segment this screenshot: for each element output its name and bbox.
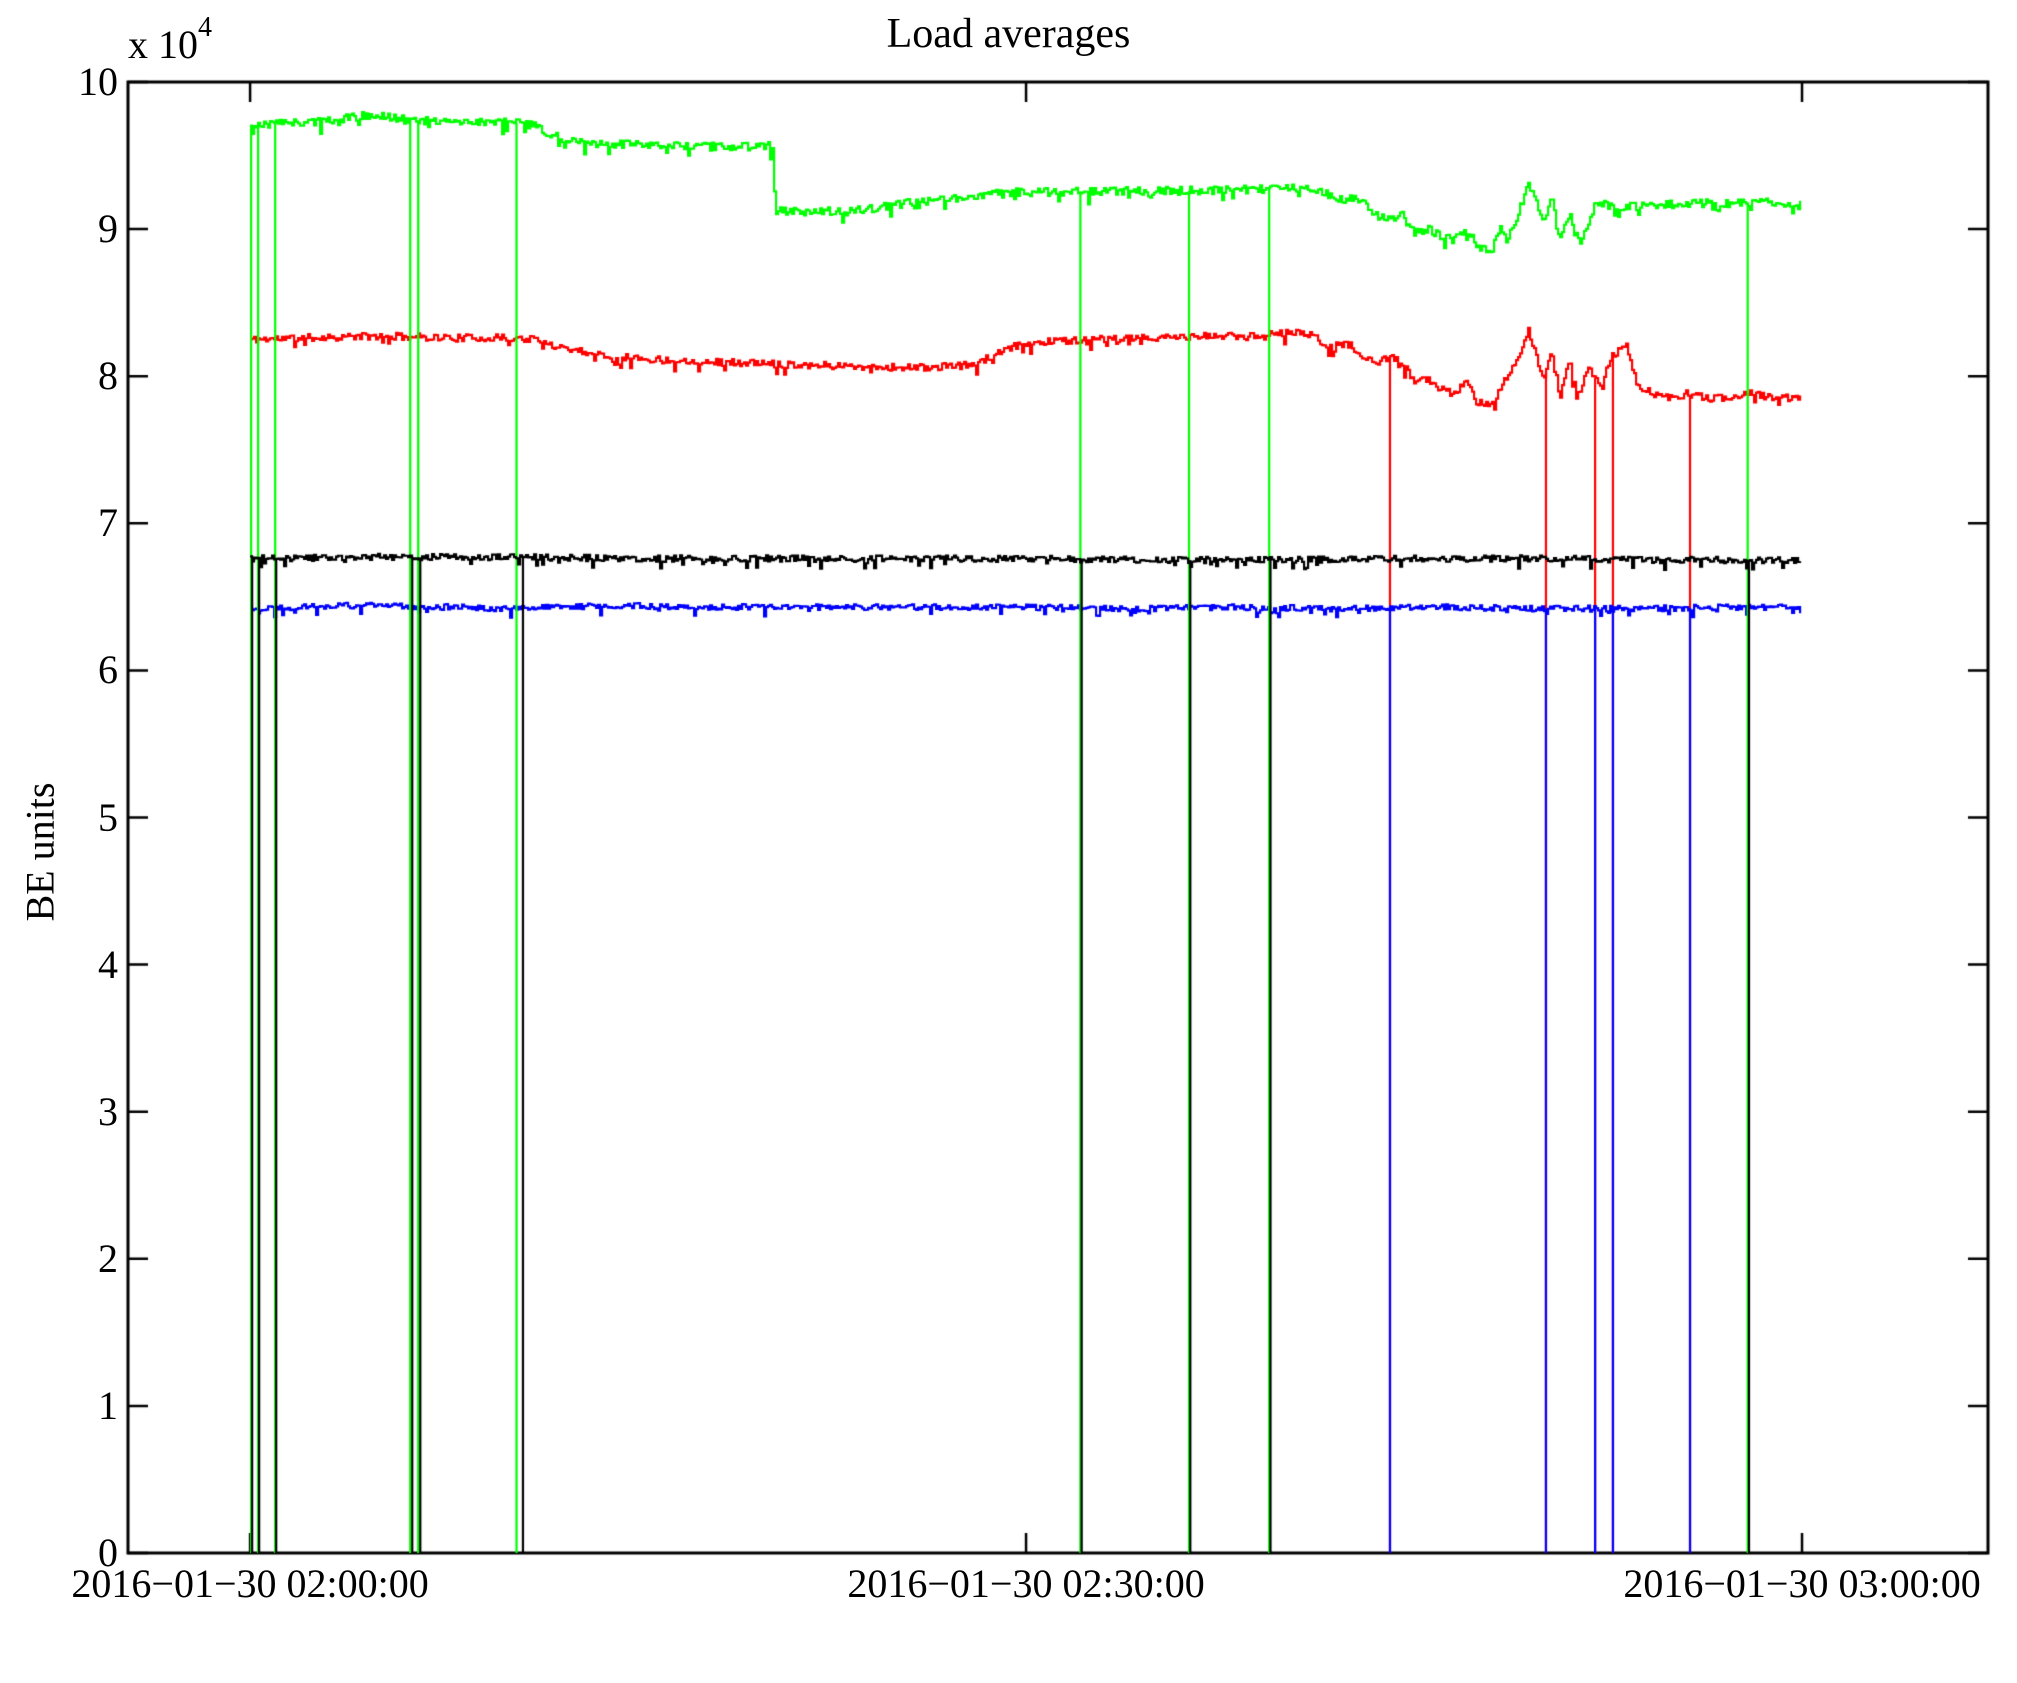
y-tick-label: 10 [78, 59, 118, 104]
chart-title: Load averages [886, 11, 1131, 57]
y-tick-label: 7 [98, 500, 118, 546]
x-tick-label-0200: 2016−01−30 02:00:00 [71, 1561, 429, 1606]
y-exponent-base: x 10 [128, 22, 198, 67]
x-tick-label-0230: 2016−01−30 02:30:00 [847, 1561, 1205, 1606]
y-tick-label: 4 [98, 941, 118, 987]
x-tick-label-0300: 2016−01−30 03:00:00 [1623, 1561, 1981, 1606]
y-tick-label: 0 [98, 1530, 118, 1575]
y-axis-exponent-label: x 104 [128, 12, 212, 68]
y-exponent-power: 4 [198, 12, 212, 43]
y-tick-label: 6 [98, 647, 118, 693]
y-tick-label: 1 [98, 1382, 118, 1428]
y-tick-label: 8 [98, 353, 118, 399]
y-tick-label: 2 [98, 1235, 118, 1281]
y-tick-label: 5 [98, 794, 118, 840]
y-tick-label: 9 [98, 206, 118, 252]
y-tick-label: 3 [98, 1088, 118, 1134]
